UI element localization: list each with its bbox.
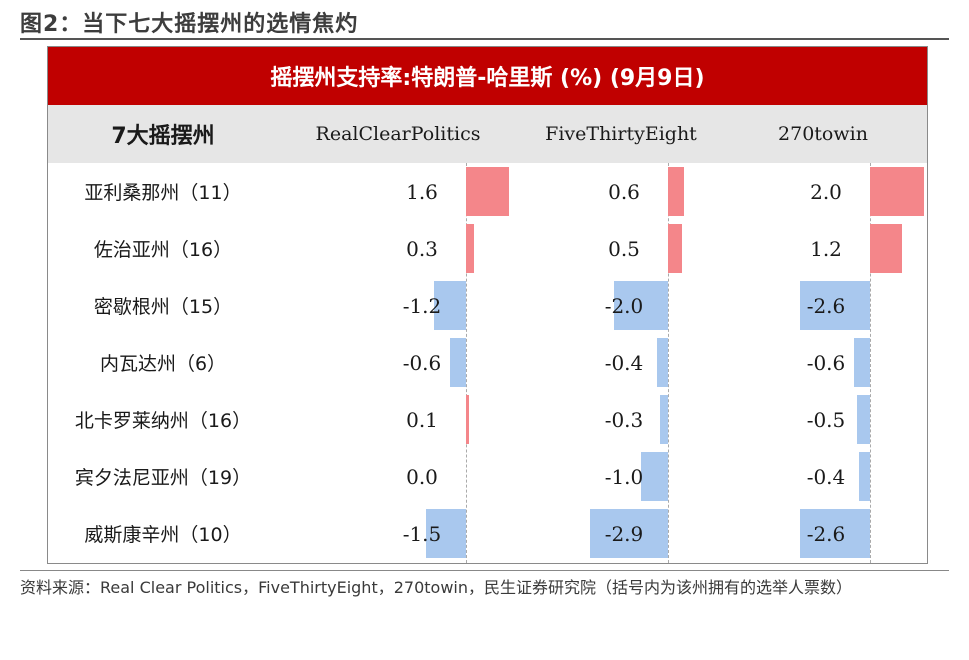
bar-538 — [659, 395, 668, 444]
table-row: 北卡罗莱纳州（16） 0.1 -0.3 -0.5 — [48, 391, 927, 448]
column-header-538: FiveThirtyEight — [545, 123, 697, 145]
value-label-rcp: 0.1 — [406, 407, 438, 432]
value-label-538: 0.6 — [608, 179, 640, 204]
data-rows: 亚利桑那州（11） 1.6 0.6 2.0 佐治亚州（16） 0.3 0.5 1.2 密歇根州（… — [48, 163, 927, 563]
table-row: 密歇根州（15） -1.2 -2.0 -2.6 — [48, 277, 927, 334]
value-label-270towin: 1.2 — [810, 236, 842, 261]
state-label: 内瓦达州（6） — [99, 353, 227, 375]
value-label-rcp: -0.6 — [402, 350, 442, 375]
bar-538 — [641, 452, 668, 501]
value-label-rcp: -1.2 — [402, 293, 442, 318]
value-label-538: -2.0 — [604, 293, 644, 318]
value-label-270towin: -2.6 — [806, 293, 846, 318]
bar-rcp — [425, 509, 466, 558]
bar-270towin — [856, 395, 870, 444]
table-row: 佐治亚州（16） 0.3 0.5 1.2 — [48, 220, 927, 277]
state-label: 宾夕法尼亚州（19） — [74, 467, 252, 489]
value-label-rcp: -1.5 — [402, 521, 442, 546]
chart-panel: 摇摆州支持率:特朗普-哈里斯 (%) (9月9日) 7大摇摆州 RealClea… — [47, 46, 928, 564]
zero-axis-270towin — [870, 163, 871, 563]
state-label: 佐治亚州（16） — [93, 239, 233, 261]
value-label-rcp: 0.3 — [406, 236, 438, 261]
title-divider — [20, 38, 949, 40]
bar-538 — [589, 509, 668, 558]
bar-270towin — [870, 167, 924, 216]
bar-270towin — [799, 281, 870, 330]
state-label: 北卡罗莱纳州（16） — [74, 410, 252, 432]
chart-title: 摇摆州支持率:特朗普-哈里斯 (%) (9月9日) — [48, 47, 927, 105]
value-label-270towin: -2.6 — [806, 521, 846, 546]
zero-axis-538 — [668, 163, 669, 563]
table-row: 内瓦达州（6） -0.6 -0.4 -0.6 — [48, 334, 927, 391]
state-label: 密歇根州（15） — [93, 296, 233, 318]
table-row: 宾夕法尼亚州（19） 0.0 -1.0 -0.4 — [48, 448, 927, 505]
value-label-270towin: 2.0 — [810, 179, 842, 204]
table-row: 亚利桑那州（11） 1.6 0.6 2.0 — [48, 163, 927, 220]
table-row: 威斯康辛州（10） -1.5 -2.9 -2.6 — [48, 505, 927, 562]
value-label-538: -0.4 — [604, 350, 644, 375]
bar-270towin — [870, 224, 903, 273]
state-label: 亚利桑那州（11） — [84, 182, 242, 204]
bar-rcp — [466, 167, 510, 216]
value-label-538: -1.0 — [604, 464, 644, 489]
bar-538 — [668, 167, 685, 216]
bar-538 — [614, 281, 668, 330]
bar-rcp — [466, 395, 469, 444]
value-label-rcp: 0.0 — [406, 464, 438, 489]
bar-270towin — [853, 338, 870, 387]
bar-538 — [657, 338, 668, 387]
column-header-row: 7大摇摆州 RealClearPolitics FiveThirtyEight … — [48, 105, 927, 163]
bar-rcp — [433, 281, 466, 330]
column-header-rcp: RealClearPolitics — [315, 123, 481, 145]
figure-title: 图2：当下七大摇摆州的选情焦灼 — [20, 12, 359, 37]
row-header-label: 7大摇摆州 — [111, 124, 215, 149]
bar-rcp — [449, 338, 466, 387]
state-label: 威斯康辛州（10） — [84, 524, 242, 546]
zero-axis-rcp — [466, 163, 467, 563]
value-label-rcp: 1.6 — [406, 179, 438, 204]
source-divider — [20, 570, 949, 571]
column-header-270towin: 270towin — [778, 123, 868, 145]
source-note: 资料来源：Real Clear Politics，FiveThirtyEight… — [20, 578, 852, 597]
bar-270towin — [859, 452, 870, 501]
bar-270towin — [799, 509, 870, 558]
value-label-538: -0.3 — [604, 407, 644, 432]
value-label-270towin: -0.4 — [806, 464, 846, 489]
bar-rcp — [466, 224, 475, 273]
value-label-538: 0.5 — [608, 236, 640, 261]
value-label-270towin: -0.6 — [806, 350, 846, 375]
value-label-538: -2.9 — [604, 521, 644, 546]
value-label-270towin: -0.5 — [806, 407, 846, 432]
bar-538 — [668, 224, 682, 273]
